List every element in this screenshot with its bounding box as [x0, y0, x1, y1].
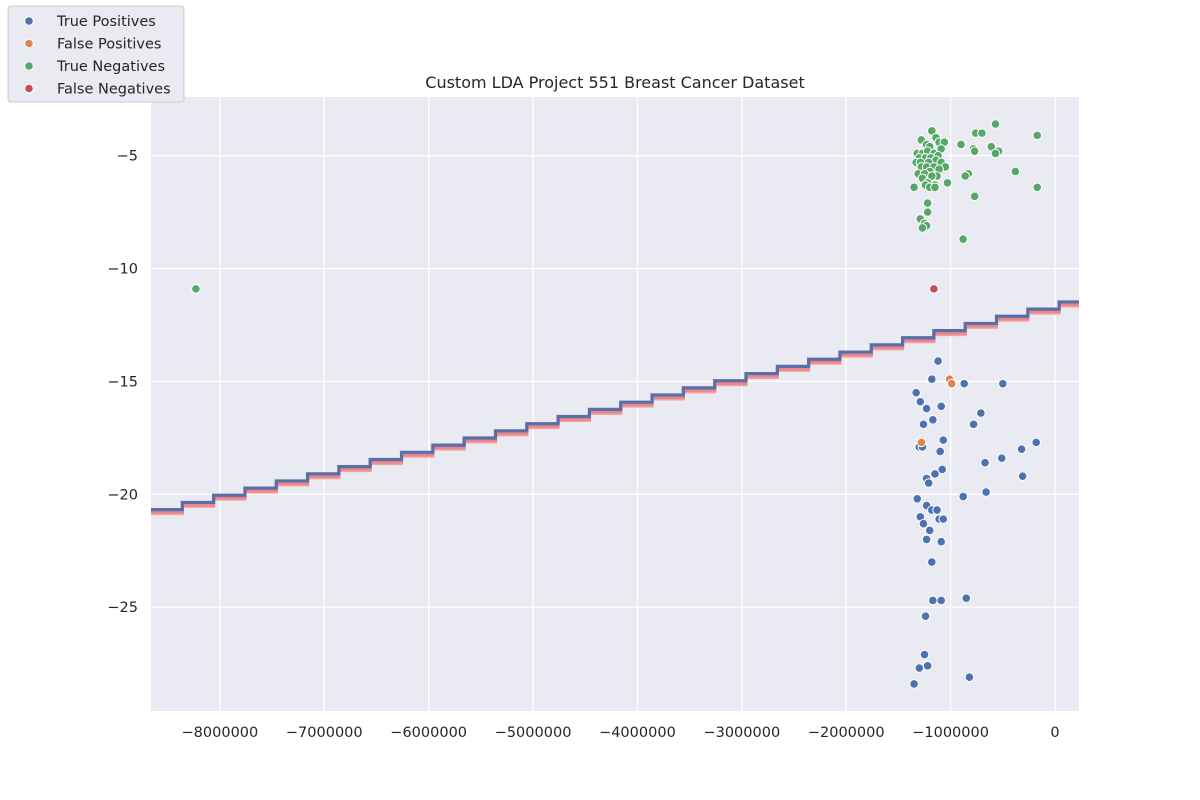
true-positives-point	[997, 378, 1008, 389]
legend-marker-false-positives	[24, 38, 34, 49]
true-negatives-point	[990, 119, 1001, 129]
true-positives-point	[968, 419, 979, 430]
x-tick-label: −3000000	[703, 725, 780, 741]
true-negatives-point	[922, 207, 933, 217]
true-positives-point	[927, 557, 937, 567]
true-positives-point	[1016, 444, 1027, 454]
true-positives-point	[918, 518, 929, 529]
true-positives-point	[976, 408, 986, 418]
decision-boundary-line	[151, 300, 1079, 512]
true-positives-point	[919, 649, 930, 660]
legend-marker-false-negatives	[24, 83, 34, 94]
true-positives-point	[930, 469, 940, 479]
true-negatives-point	[917, 223, 928, 233]
y-tick-label: −10	[107, 262, 138, 278]
true-positives-point	[996, 453, 1007, 463]
x-tick-label: 0	[1050, 725, 1059, 741]
true-positives-point	[1017, 471, 1028, 482]
true-positives-point	[938, 435, 949, 445]
true-negatives-point	[1010, 166, 1021, 177]
true-negatives-point	[191, 284, 201, 294]
true-positives-point	[915, 396, 926, 407]
true-positives-point	[928, 595, 938, 606]
true-positives-point	[936, 401, 947, 412]
true-negatives-point	[927, 171, 937, 181]
true-positives-point	[958, 491, 968, 502]
true-positives-point	[922, 661, 933, 671]
legend: True Positives False Positives True Negati…	[7, 5, 185, 103]
x-tick-label: −1000000	[912, 725, 989, 741]
true-negatives-point	[927, 126, 937, 136]
true-positives-point	[937, 464, 948, 475]
x-tick-label: −2000000	[808, 725, 885, 741]
false-positives-point	[916, 437, 927, 448]
true-positives-point	[1031, 437, 1042, 448]
true-positives-point	[980, 457, 990, 468]
legend-label-false-negatives: False Negatives	[57, 82, 171, 98]
true-negatives-point	[956, 139, 966, 150]
legend-label-false-positives: False Positives	[57, 37, 161, 53]
y-tick-label: −25	[107, 600, 138, 616]
decision-boundary-line	[151, 302, 1079, 514]
true-negatives-point	[1032, 182, 1043, 193]
false-positives-point	[946, 378, 957, 389]
false-negatives-point	[929, 284, 939, 294]
true-positives-point	[918, 419, 929, 430]
true-positives-point	[914, 663, 925, 673]
true-negatives-point	[977, 128, 987, 138]
true-positives-point	[933, 356, 943, 366]
true-positives-point	[921, 403, 932, 414]
true-positives-point	[921, 534, 932, 545]
x-tick-label: −5000000	[495, 725, 572, 741]
true-negatives-point	[930, 182, 940, 193]
decision-boundary	[151, 300, 1079, 516]
y-tick-label: −15	[107, 374, 138, 390]
true-positives-point	[959, 378, 969, 389]
true-positives-point	[938, 514, 949, 524]
x-tick-label: −6000000	[390, 725, 467, 741]
true-positives-point	[936, 536, 947, 547]
true-positives-point	[928, 415, 938, 425]
true-negatives-point	[922, 198, 933, 208]
true-positives-point	[964, 672, 975, 682]
true-positives-point	[961, 593, 972, 603]
true-positives-point	[981, 487, 991, 497]
true-positives-point	[924, 525, 935, 536]
legend-marker-true-negatives	[24, 61, 34, 71]
y-tick-label: −5	[117, 149, 138, 165]
y-tick-labels: −5 −10 −15 −20 −25	[107, 149, 138, 616]
legend-box	[7, 5, 185, 103]
true-positives-point	[911, 387, 921, 398]
legend-label-true-negatives: True Negatives	[56, 59, 165, 75]
true-positives-point	[920, 611, 931, 621]
true-negatives-point	[960, 171, 971, 181]
true-positives-point	[935, 446, 945, 457]
true-negatives-point	[986, 141, 997, 152]
true-negatives-point	[969, 146, 980, 156]
true-negatives-point	[990, 148, 1001, 159]
true-positives-point	[927, 374, 937, 384]
chart-title: Custom LDA Project 551 Breast Cancer Dat…	[425, 73, 804, 92]
legend-marker-true-positives	[24, 16, 34, 26]
true-negatives-point	[969, 191, 980, 202]
true-positives-point	[923, 478, 934, 488]
x-tick-labels: −8000000 −7000000 −6000000 −5000000 −4000000…	[182, 725, 1060, 741]
scatter-points	[191, 119, 1043, 689]
true-negatives-point	[958, 234, 968, 245]
true-negatives-point	[942, 177, 953, 188]
true-negatives-point	[909, 182, 919, 193]
true-positives-point	[912, 494, 923, 504]
true-positives-point	[932, 505, 942, 515]
x-tick-label: −8000000	[182, 725, 259, 741]
true-negatives-point	[1032, 130, 1043, 141]
true-positives-point	[936, 595, 947, 606]
true-positives-point	[909, 679, 919, 689]
x-tick-label: −4000000	[599, 725, 676, 741]
x-tick-label: −7000000	[286, 725, 363, 741]
y-tick-label: −20	[107, 487, 138, 503]
legend-label-true-positives: True Positives	[56, 14, 156, 30]
